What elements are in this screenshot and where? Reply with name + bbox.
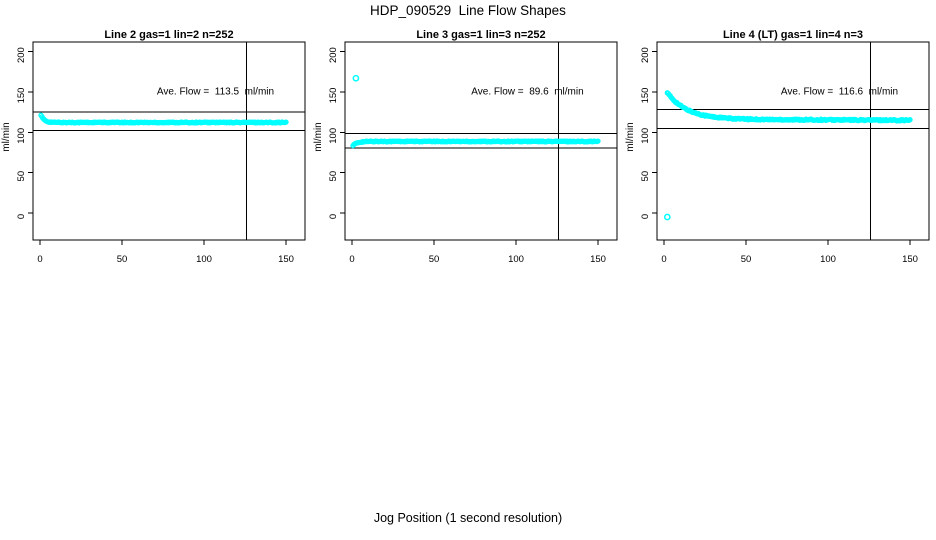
plot-line-2: Line 2 gas=1 lin=2 n=252 0 50 100 150 200 0 50 1… — [1, 29, 306, 265]
ave-flow-annotation: Ave. Flow = 116.6 ml/min — [781, 87, 898, 98]
data-points — [663, 90, 913, 221]
panel-line-2: Line 2 gas=1 lin=2 n=252 0 50 100 150 200 0 50 1… — [0, 25, 312, 315]
plot-box — [344, 41, 618, 241]
y-tick-label: 200 — [16, 47, 27, 63]
y-tick-label: 150 — [16, 88, 27, 104]
data-points — [350, 74, 601, 149]
y-tick-label: 50 — [328, 171, 339, 182]
outlier-point — [663, 213, 671, 221]
flow-point — [283, 119, 289, 125]
plot-box — [32, 41, 306, 241]
ave-flow-annotation: Ave. Flow = 89.6 ml/min — [471, 87, 583, 98]
x-tick-label: 100 — [508, 254, 524, 265]
x-tick-label: 150 — [590, 254, 606, 265]
y-tick-label: 0 — [640, 214, 651, 219]
panel-title: Line 4 (LT) gas=1 lin=4 n=3 — [723, 29, 863, 41]
x-tick-label: 150 — [278, 254, 294, 265]
y-tick-label: 100 — [328, 128, 339, 144]
x-tick-label: 0 — [349, 254, 354, 265]
panel-title: Line 3 gas=1 lin=3 n=252 — [416, 29, 545, 41]
y-tick-label: 0 — [16, 214, 27, 219]
y-tick-label: 200 — [640, 47, 651, 63]
ave-flow-annotation: Ave. Flow = 113.5 ml/min — [157, 87, 274, 98]
x-tick-label: 50 — [117, 254, 128, 265]
panel-title: Line 2 gas=1 lin=2 n=252 — [104, 29, 233, 41]
plot-line-3: Line 3 gas=1 lin=3 n=252 0 50 100 150 200 0 50 1… — [313, 29, 618, 265]
flow-point — [595, 138, 601, 144]
panel-line-3: Line 3 gas=1 lin=3 n=252 0 50 100 150 200 0 50 1… — [312, 25, 624, 315]
x-tick-label: 0 — [37, 254, 42, 265]
y-axis-label: ml/min — [1, 122, 12, 151]
plot-box — [656, 41, 930, 241]
x-tick-label: 50 — [741, 254, 752, 265]
panel-line-4: Line 4 (LT) gas=1 lin=4 n=3 0 50 100 150 200 0… — [624, 25, 936, 315]
y-tick-label: 150 — [640, 88, 651, 104]
x-tick-label: 50 — [429, 254, 440, 265]
y-tick-label: 100 — [640, 128, 651, 144]
y-tick-label: 0 — [328, 214, 339, 219]
figure-title: HDP_090529 Line Flow Shapes — [370, 3, 566, 18]
outlier-point — [352, 74, 360, 82]
plot-line-4: Line 4 (LT) gas=1 lin=4 n=3 0 50 100 150 200 0… — [625, 29, 930, 265]
y-axis-label: ml/min — [313, 122, 324, 151]
y-tick-label: 50 — [640, 171, 651, 182]
y-tick-label: 50 — [16, 171, 27, 182]
outer-x-axis-label: Jog Position (1 second resolution) — [373, 511, 563, 525]
data-points — [38, 112, 289, 126]
x-tick-label: 150 — [902, 254, 918, 265]
x-tick-label: 100 — [820, 254, 836, 265]
x-tick-label: 0 — [661, 254, 666, 265]
x-tick-label: 100 — [196, 254, 212, 265]
y-tick-label: 100 — [16, 128, 27, 144]
flow-point — [907, 117, 913, 123]
y-tick-label: 150 — [328, 88, 339, 104]
y-axis-label: ml/min — [625, 122, 636, 151]
y-tick-label: 200 — [328, 47, 339, 63]
